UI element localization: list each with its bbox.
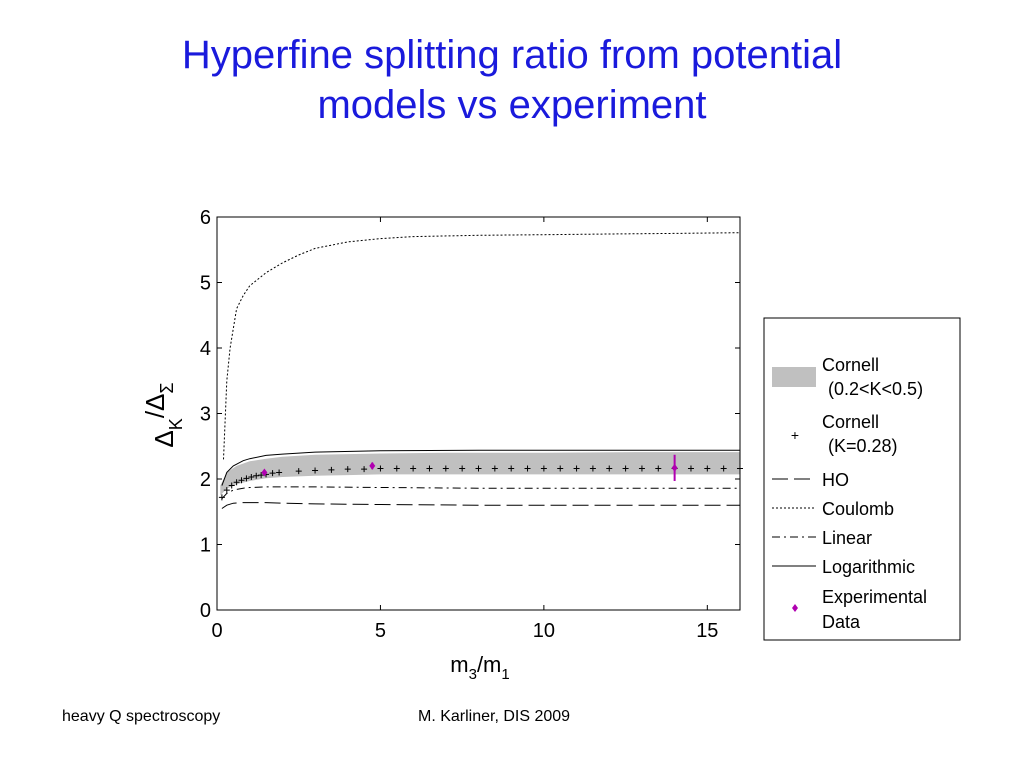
cornell-point (622, 465, 629, 472)
legend-label-cornell-band-2: (0.2<K<0.5) (828, 379, 923, 399)
y-tick-label: 0 (200, 600, 211, 622)
y-label-sub-2: Σ (157, 382, 177, 393)
cornell-point (253, 472, 260, 479)
cornell-point (442, 465, 449, 472)
cornell-point (377, 465, 384, 472)
slide-title: Hyperfine splitting ratio from potential… (0, 30, 1024, 130)
x-label-sub-2: 1 (501, 666, 509, 683)
x-tick-label: 0 (211, 620, 222, 642)
x-tick-label: 15 (696, 620, 718, 642)
cornell-point (638, 465, 645, 472)
cornell-point (344, 466, 351, 473)
y-tick-label: 6 (200, 207, 211, 229)
y-label-sub-1: K (166, 418, 186, 430)
cornell-point (218, 494, 225, 501)
experimental-point (671, 463, 678, 472)
cornell-point (312, 467, 319, 474)
experimental-point (369, 461, 376, 470)
legend-label-linear: Linear (822, 528, 872, 548)
x-axis-label: m3/m1 (450, 652, 509, 683)
cornell-point (238, 477, 245, 484)
cornell-point (606, 465, 613, 472)
legend-label-experimental-1: Experimental (822, 587, 927, 607)
series-linear (221, 486, 740, 499)
x-label-main: m (450, 652, 468, 677)
cornell-point (687, 465, 694, 472)
legend-label-cornell-point-2: (K=0.28) (828, 436, 898, 456)
cornell-point (258, 472, 265, 479)
footer-center: M. Karliner, DIS 2009 (418, 708, 571, 725)
x-label-slash: /m (477, 652, 501, 677)
cornell-point (557, 465, 564, 472)
cornell-point (328, 466, 335, 473)
x-label-sub-1: 3 (469, 666, 477, 683)
y-tick-label: 4 (200, 338, 211, 360)
y-tick-label: 5 (200, 273, 211, 295)
legend-swatch-cornell-band (772, 367, 816, 387)
cornell-band (220, 452, 741, 496)
legend-label-cornell-band-1: Cornell (822, 355, 879, 375)
legend-swatch-cornell-point: + (791, 427, 799, 443)
x-tick-label: 10 (533, 620, 555, 642)
cornell-point (233, 479, 240, 486)
cornell-point (573, 465, 580, 472)
y-tick-label: 3 (200, 404, 211, 426)
cornell-point (269, 470, 276, 477)
cornell-point (243, 475, 250, 482)
cornell-point (704, 465, 711, 472)
cornell-point (491, 465, 498, 472)
legend-label-ho: HO (822, 470, 849, 490)
cornell-point (295, 468, 302, 475)
cornell-point (410, 465, 417, 472)
cornell-point (228, 482, 235, 489)
cornell-point (248, 474, 255, 481)
experimental-point (261, 468, 268, 477)
footer-left: heavy Q spectroscopy (62, 708, 221, 725)
legend-label-logarithmic: Logarithmic (822, 557, 915, 577)
legend-label-experimental-2: Data (822, 612, 861, 632)
cornell-point (540, 465, 547, 472)
cornell-point (223, 487, 230, 494)
slide-title-line-1: Hyperfine splitting ratio from potential (181, 33, 843, 77)
y-tick-label: 1 (200, 535, 211, 557)
y-label-slash: /Δ (140, 394, 170, 419)
cornell-point (655, 465, 662, 472)
legend-swatch-experimental (792, 604, 798, 612)
legend-label-cornell-point-1: Cornell (822, 412, 879, 432)
plot-frame (216, 216, 741, 611)
cornell-point (459, 465, 466, 472)
series-coulomb (223, 232, 741, 460)
legend: Cornell (0.2<K<0.5) + Cornell (K=0.28) H… (763, 317, 961, 641)
cornell-point (524, 465, 531, 472)
y-label-delta-1: Δ (149, 430, 179, 447)
cornell-point (475, 465, 482, 472)
cornell-point (426, 465, 433, 472)
legend-label-coulomb: Coulomb (822, 499, 894, 519)
x-tick-label: 5 (375, 620, 386, 642)
cornell-point (276, 469, 283, 476)
slide-title-line-2: models vs experiment (317, 83, 707, 127)
y-axis-label: ΔK/ΔΣ (140, 382, 186, 447)
cornell-point (720, 465, 727, 472)
axes: 0 1 2 3 4 5 6 0 5 10 15 (200, 207, 741, 642)
series-logarithmic (221, 449, 740, 486)
cornell-point (508, 465, 515, 472)
y-tick-label: 2 (200, 469, 211, 491)
plot-area (218, 232, 743, 509)
series-ho (221, 502, 740, 509)
cornell-point (393, 465, 400, 472)
cornell-point (589, 465, 596, 472)
cornell-point (361, 466, 368, 473)
